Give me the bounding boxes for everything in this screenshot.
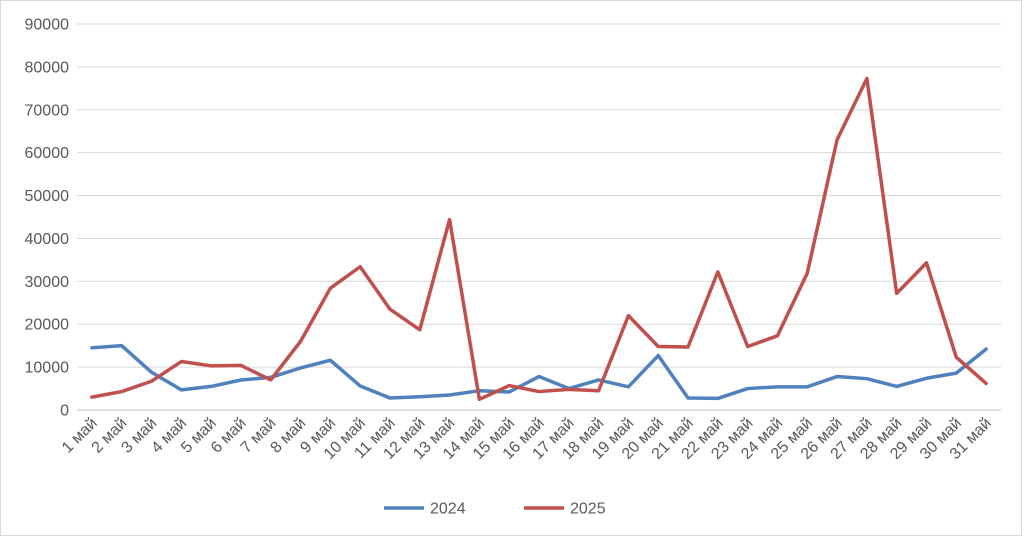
y-tick-label: 40000 — [25, 231, 70, 248]
legend-label-2024: 2024 — [430, 501, 466, 518]
y-tick-label: 50000 — [25, 188, 70, 205]
y-tick-label: 70000 — [25, 102, 70, 119]
gridlines — [77, 23, 1001, 411]
legend-label-2025: 2025 — [570, 501, 606, 518]
y-tick-label: 20000 — [25, 317, 70, 334]
legend: 2024 2025 — [384, 501, 606, 518]
y-tick-label: 90000 — [25, 17, 70, 34]
y-axis-ticks: 0 10000 20000 30000 40000 50000 60000 70000 8000… — [25, 17, 70, 420]
y-tick-label: 0 — [60, 403, 69, 420]
series-lines — [90, 76, 988, 402]
series-line-2024 — [90, 343, 988, 401]
y-tick-label: 80000 — [25, 59, 70, 76]
series-line-2025 — [90, 76, 988, 402]
y-tick-label: 60000 — [25, 145, 70, 162]
y-tick-label: 30000 — [25, 274, 70, 291]
y-tick-label: 10000 — [25, 360, 70, 377]
